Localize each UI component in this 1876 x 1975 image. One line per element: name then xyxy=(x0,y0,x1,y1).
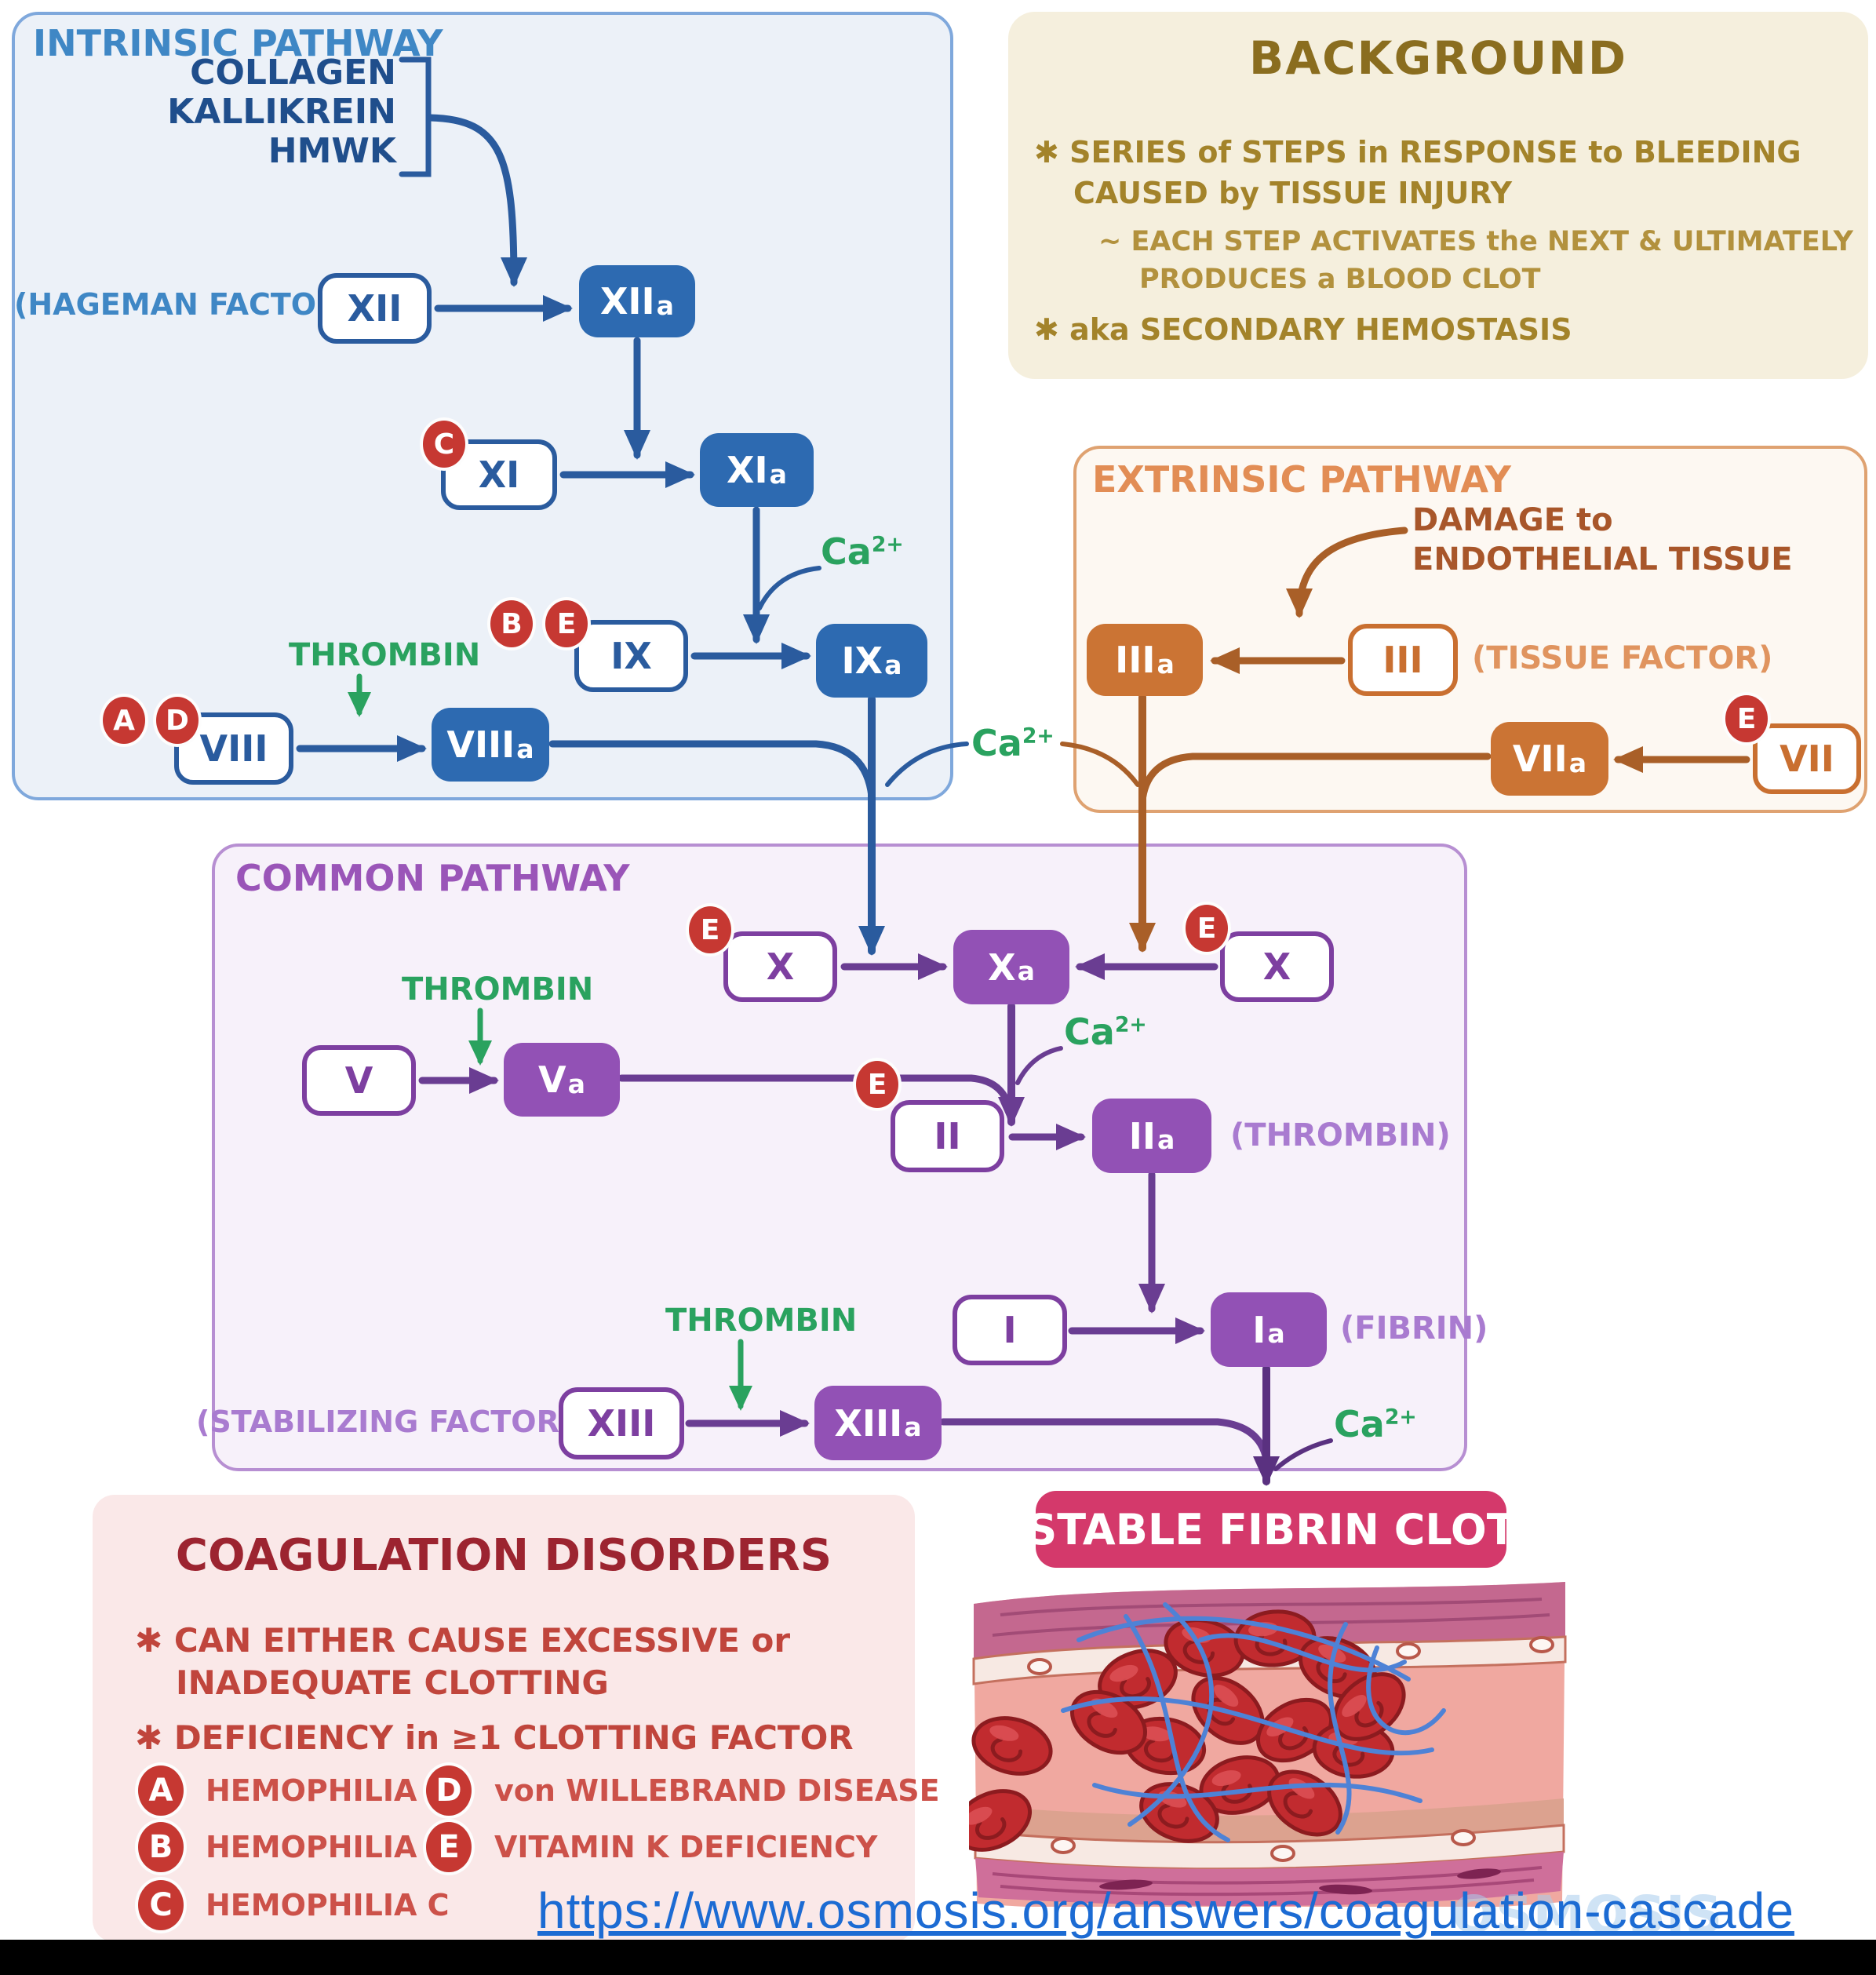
legend-label-d: von WILLEBRAND DISEASE xyxy=(494,1773,940,1808)
background-sub-line2: PRODUCES a BLOOD CLOT xyxy=(1139,264,1541,295)
background-title: BACKGROUND xyxy=(1249,31,1627,85)
hemophilia-a-badge: A xyxy=(100,694,148,747)
factor-xiiia-box: XIII a xyxy=(814,1386,942,1460)
bottom-black-bar xyxy=(0,1940,1876,1975)
hageman-factor-label: (HAGEMAN FACTOR) xyxy=(14,287,353,322)
arrow-triggers-to-xiia xyxy=(426,114,527,287)
disorders-bullet2: ✱ DEFICIENCY in ≥1 CLOTTING FACTOR xyxy=(135,1718,854,1757)
factor-ix-box: IX xyxy=(574,620,688,692)
factor-ii-box: II xyxy=(891,1100,1004,1172)
legend-label-c: HEMOPHILIA C xyxy=(206,1888,450,1922)
background-panel xyxy=(1008,12,1868,379)
ca-connector-mid-left xyxy=(885,742,969,787)
stable-fibrin-clot-badge: STABLE FIBRIN CLOT xyxy=(1026,1491,1516,1568)
disorders-title: COAGULATION DISORDERS xyxy=(175,1530,832,1581)
osmosis-watermark: OSMOSIS xyxy=(1452,1885,1723,1945)
legend-badge-d: D xyxy=(423,1762,475,1819)
factor-vii-box: VII xyxy=(1753,723,1861,794)
damage-label-line2: ENDOTHELIAL TISSUE xyxy=(1412,541,1793,578)
vitk-badge-x-right: E xyxy=(1182,902,1231,955)
vitk-badge-ix: E xyxy=(542,597,591,650)
source-url-link[interactable]: https://www.osmosis.org/answers/coagulat… xyxy=(537,1882,1794,1939)
factor-xii-label: XII xyxy=(347,287,403,330)
factor-xiia-box: XII a xyxy=(579,265,695,337)
vessel-wall-bottom-tan xyxy=(975,1798,1564,1842)
background-bullet2: ✱ aka SECONDARY HEMOSTASIS xyxy=(1034,312,1572,347)
arrow-damage-to-iii xyxy=(1286,527,1408,618)
factor-xiii-box: XIII xyxy=(559,1387,684,1459)
thrombin-label-v: THROMBIN xyxy=(402,971,594,1008)
line-viiia-merge xyxy=(548,740,876,800)
disorders-bullet1-line2: INADEQUATE CLOTTING xyxy=(176,1663,609,1702)
hemophilia-b-badge: B xyxy=(487,597,536,650)
tissue-factor-label: (TISSUE FACTOR) xyxy=(1472,640,1773,676)
ca-connector-ixa xyxy=(757,566,821,610)
common-title: COMMON PATHWAY xyxy=(235,857,630,899)
factor-iia-box: II a xyxy=(1092,1099,1211,1173)
factor-xiia-label: XII xyxy=(599,280,655,322)
vitk-badge-vii: E xyxy=(1722,692,1771,745)
calcium-label-mid: Ca2+ xyxy=(971,722,1055,764)
intrinsic-title: INTRINSIC PATHWAY xyxy=(33,22,443,64)
legend-label-a: HEMOPHILIA A xyxy=(206,1773,451,1808)
trigger-collagen: COLLAGEN xyxy=(190,53,396,93)
trigger-kallikrein: KALLIKREIN xyxy=(167,92,396,132)
extrinsic-title: EXTRINSIC PATHWAY xyxy=(1092,458,1511,501)
trigger-hmwk: HMWK xyxy=(268,131,396,171)
background-sub-line1: ~ EACH STEP ACTIVATES the NEXT & ULTIMAT… xyxy=(1098,226,1853,257)
background-bullet1-line2: CAUSED by TISSUE INJURY xyxy=(1073,176,1513,210)
fibrin-paren-label: (FIBRIN) xyxy=(1340,1310,1488,1346)
ca-connector-clot xyxy=(1273,1438,1333,1471)
thrombin-label-xiii: THROMBIN xyxy=(665,1303,858,1339)
calcium-label-clot: Ca2+ xyxy=(1334,1403,1417,1445)
line-viia-merge xyxy=(1138,752,1492,804)
factor-iii-box: III xyxy=(1348,624,1458,696)
calcium-label-iia: Ca2+ xyxy=(1064,1011,1147,1053)
factor-xii-box: XII xyxy=(318,273,432,344)
blood-vessel-illustration xyxy=(969,1582,1567,1907)
fibrin-strands xyxy=(1061,1602,1446,1842)
vitk-badge-x-left: E xyxy=(686,903,734,957)
factor-ixa-box: IX a xyxy=(816,624,927,698)
factor-i-box: I xyxy=(953,1295,1067,1365)
legend-badge-b: B xyxy=(135,1819,187,1875)
extrinsic-pathway-panel xyxy=(1073,446,1867,813)
thrombin-label-viii: THROMBIN xyxy=(289,637,481,673)
vwd-badge: D xyxy=(153,694,202,747)
factor-iiia-box: III a xyxy=(1087,624,1203,696)
vitk-badge-ii: E xyxy=(853,1058,902,1111)
factor-viiia-box: VIII a xyxy=(432,708,549,782)
disorders-bullet1-line1: ✱ CAN EITHER CAUSE EXCESSIVE or xyxy=(135,1621,791,1660)
legend-badge-a: A xyxy=(135,1762,187,1819)
factor-xia-box: XI a xyxy=(700,433,814,507)
stabilizing-factor-label: (STABILIZING FACTOR) xyxy=(196,1405,574,1439)
legend-badge-e: E xyxy=(423,1819,475,1875)
ca-connector-iia xyxy=(1015,1046,1063,1085)
hemophilia-c-badge: C xyxy=(420,417,468,471)
legend-label-e: VITAMIN K DEFICIENCY xyxy=(494,1830,878,1864)
calcium-label-ixa: Ca2+ xyxy=(821,530,904,573)
line-xiiia-merge xyxy=(939,1418,1270,1463)
factor-viia-box: VII a xyxy=(1491,722,1608,796)
trigger-list: COLLAGEN KALLIKREIN HMWK xyxy=(118,53,396,171)
factor-x-right-box: X xyxy=(1220,931,1334,1002)
factor-viii-box: VIII xyxy=(174,712,293,785)
factor-v-box: V xyxy=(302,1045,416,1116)
factor-x-left-box: X xyxy=(723,931,837,1002)
muscle-cell-spindles xyxy=(1099,1868,1501,1895)
ca-connector-mid-right xyxy=(1060,742,1140,787)
coagulation-disorders-panel xyxy=(93,1495,915,1942)
legend-badge-c: C xyxy=(135,1877,187,1933)
thrombin-paren-label: (THROMBIN) xyxy=(1230,1117,1451,1153)
background-bullet1-line1: ✱ SERIES of STEPS in RESPONSE to BLEEDIN… xyxy=(1034,135,1801,169)
legend-label-b: HEMOPHILIA B xyxy=(206,1830,450,1864)
damage-label-line1: DAMAGE to xyxy=(1412,502,1613,538)
trigger-bracket xyxy=(399,56,432,177)
